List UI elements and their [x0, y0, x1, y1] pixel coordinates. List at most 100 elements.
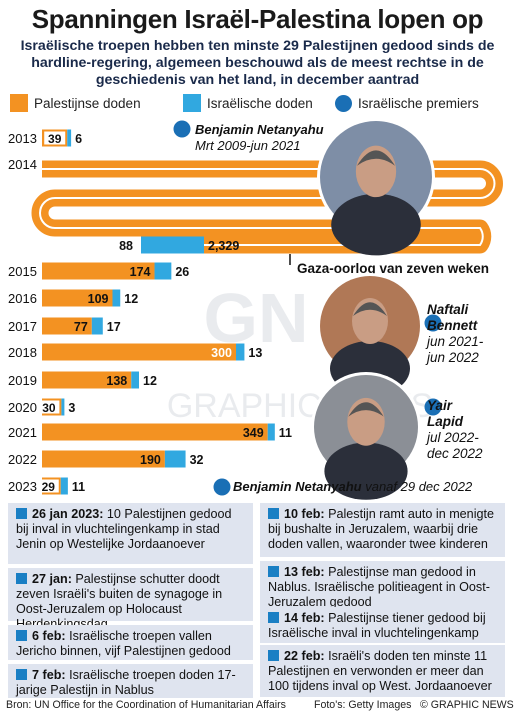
- value-label-israeli: 11: [72, 480, 85, 494]
- value-label-palestinian: 29: [42, 480, 56, 494]
- premier-name: Benjamin Netanyahu: [195, 122, 324, 137]
- bar-israeli: [67, 129, 72, 147]
- value-label-israeli: 26: [175, 265, 189, 279]
- premier-name-line2: Bennett: [427, 318, 478, 333]
- bar-palestinian: [42, 317, 92, 335]
- legend-palestinian-label: Palestijnse doden: [34, 95, 141, 111]
- bar-israeli: [61, 398, 65, 416]
- event-text: Israëlische troepen vallen Jericho binne…: [16, 629, 231, 658]
- event-item: 6 feb: Israëlische troepen vallen Jerich…: [8, 625, 253, 660]
- value-label-palestinian: 138: [106, 374, 127, 388]
- value-label-palestinian: 77: [74, 320, 88, 334]
- premier-name: Benjamin Netanyahu: [233, 479, 362, 494]
- event-item: 10 feb: Palestijn ramt auto in menigte b…: [260, 503, 505, 557]
- legend-premiers: Israëlische premiers: [335, 94, 479, 112]
- year-label: 2013: [8, 131, 37, 146]
- value-label-palestinian: 300: [211, 346, 232, 360]
- bar-israeli: [112, 289, 121, 307]
- year-label: 2016: [8, 291, 37, 306]
- event-item: 26 jan 2023: 10 Palestijnen gedood bij i…: [8, 503, 253, 564]
- premier-name-line2: Lapid: [427, 414, 463, 429]
- bar-palestinian: [42, 423, 268, 441]
- value-label-israeli: 6: [75, 132, 82, 146]
- annotation-gaza-war: Gaza-oorlog van zeven weken: [297, 261, 489, 276]
- year-label: 2018: [8, 345, 37, 360]
- event-date: 6 feb:: [32, 629, 66, 643]
- year-label: 2022: [8, 452, 37, 467]
- event-item: 22 feb: Israëli's doden ten minste 11 Pa…: [260, 645, 505, 697]
- premier-dot-icon: [424, 398, 442, 416]
- year-label: 2017: [8, 319, 37, 334]
- bullet-square-icon: [268, 566, 279, 577]
- photo-lapid: [311, 372, 421, 500]
- event-text: Israëli's doden ten minste 11 Palestijne…: [268, 649, 492, 693]
- event-item: 7 feb: Israëlische troepen doden 17-jari…: [8, 664, 253, 698]
- event-text: Palestijnse tiener gedood bij Israëlisch…: [268, 611, 486, 640]
- premier-dates-line1: jun 2021-: [427, 334, 484, 349]
- value-label-palestinian: 174: [130, 265, 151, 279]
- event-item: 27 jan: Palestijnse schutter doodt zeven…: [8, 568, 253, 631]
- premier-name-line1: Yair: [427, 398, 453, 413]
- bullet-square-icon: [16, 573, 27, 584]
- palestinian-swatch-icon: [10, 94, 28, 112]
- value-label-palestinian: 30: [42, 401, 56, 415]
- premier-netanyahu-1: Benjamin Netanyahu Mrt 2009-jun 2021: [195, 122, 324, 154]
- bar-palestinian: [42, 371, 132, 389]
- value-label-box: [44, 131, 66, 145]
- premier-dates: Mrt 2009-jun 2021: [195, 138, 301, 153]
- page-subtitle: Israëlische troepen hebben ten minste 29…: [20, 38, 495, 88]
- year-label: 2023: [8, 479, 37, 494]
- bullet-square-icon: [16, 630, 27, 641]
- value-label-box: [38, 400, 60, 414]
- premier-bennett: Naftali Bennett jun 2021- jun 2022: [427, 302, 483, 366]
- event-text: 10 Palestijnen gedood bij inval in vluch…: [16, 507, 232, 551]
- bar-palestinian: [42, 450, 165, 468]
- bar-israeli: [164, 450, 186, 468]
- year-label: 2020: [8, 400, 37, 415]
- premier-dates: vanaf 29 dec 2022: [365, 479, 473, 494]
- legend-palestinian: Palestijnse doden: [10, 94, 141, 112]
- photo-shoulders: [324, 442, 408, 500]
- premier-dates-line2: jun 2022: [427, 350, 479, 365]
- event-date: 7 feb:: [32, 668, 66, 682]
- premier-dates-line1: jul 2022-: [427, 430, 479, 445]
- bullet-square-icon: [268, 650, 279, 661]
- value-label-israeli: 17: [107, 320, 121, 334]
- footer-photos: Foto's: Getty Images: [314, 699, 412, 711]
- bar-israeli: [267, 423, 275, 441]
- value-label-israeli: 88: [119, 239, 133, 253]
- premier-dot-icon: [424, 314, 442, 332]
- event-date: 13 feb:: [284, 565, 325, 579]
- year-label: 2019: [8, 373, 37, 388]
- bar-israeli: [154, 262, 172, 280]
- value-label-israeli: 12: [124, 292, 138, 306]
- premier-dot-icon: [173, 120, 191, 138]
- value-label-israeli: 11: [279, 426, 292, 440]
- value-label-box: [37, 479, 59, 493]
- photo-hair: [353, 302, 387, 316]
- event-date: 10 feb:: [284, 507, 325, 521]
- value-label-palestinian: 2,329: [208, 239, 239, 253]
- premier-dates-line2: dec 2022: [427, 446, 483, 461]
- bar-palestinian: [42, 289, 113, 307]
- bullet-square-icon: [268, 508, 279, 519]
- event-date: 22 feb:: [284, 649, 325, 663]
- value-label-palestinian: 190: [140, 453, 161, 467]
- bullet-square-icon: [16, 669, 27, 680]
- israeli-swatch-icon: [183, 94, 201, 112]
- legend-israeli-label: Israëlische doden: [207, 95, 313, 111]
- year-label: 2021: [8, 425, 37, 440]
- value-label-israeli: 32: [190, 453, 204, 467]
- bar-israeli: [131, 371, 140, 389]
- footer-source: Bron: UN Office for the Coordination of …: [6, 699, 286, 711]
- photo-hair: [356, 150, 396, 166]
- photo-netanyahu: [317, 118, 435, 256]
- bar-israeli: [236, 343, 245, 361]
- photo-shoulders: [331, 193, 421, 256]
- page-title: Spanningen Israël-Palestina lopen op: [31, 4, 484, 34]
- event-date: 27 jan:: [32, 572, 72, 586]
- value-label-palestinian: 39: [48, 132, 62, 146]
- value-label-palestinian: 349: [243, 426, 264, 440]
